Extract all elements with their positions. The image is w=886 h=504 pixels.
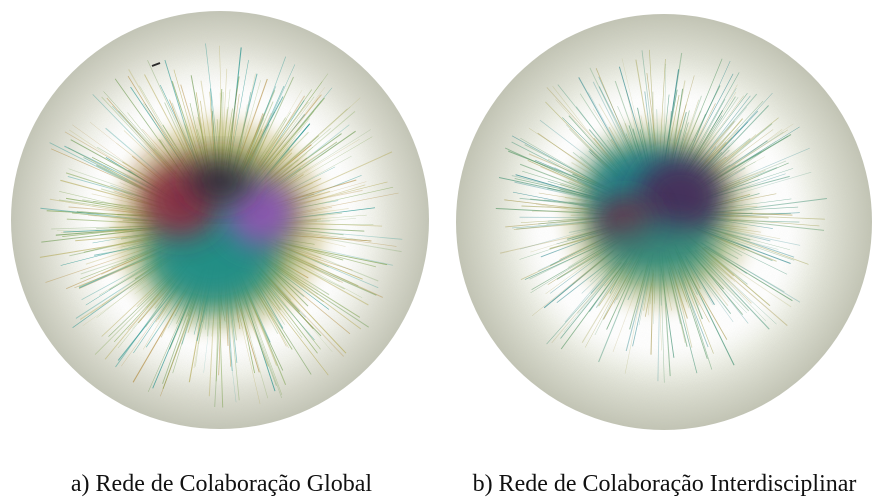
network-visualization-global (11, 11, 429, 429)
cluster-dark (188, 158, 252, 202)
network-visualization-interdisciplinary (456, 14, 872, 430)
cluster-purple (226, 178, 298, 246)
cluster-green (597, 220, 713, 280)
figure-panel-interdisciplinary: b) Rede de Colaboração Interdisciplinar (443, 0, 886, 504)
cluster-purple (637, 156, 725, 236)
figure-caption-a: a) Rede de Colaboração Global (70, 471, 373, 497)
figure-panel-global: a) Rede de Colaboração Global (11, 11, 429, 497)
community-clusters (95, 100, 345, 350)
community-clusters (547, 103, 771, 327)
figure-caption-b: b) Rede de Colaboração Interdisciplinar (472, 471, 857, 497)
stray-mark (151, 62, 161, 67)
